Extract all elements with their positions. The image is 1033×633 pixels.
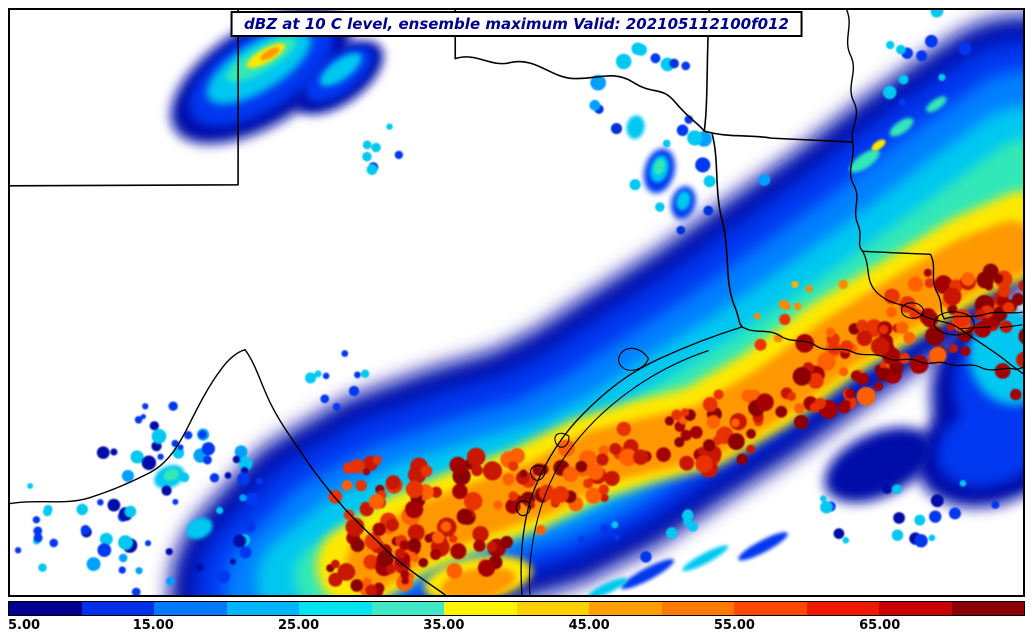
map-canvas: [10, 10, 1023, 595]
colorbar-tick-label: 55.00: [713, 618, 755, 633]
colorbar-tick-label: 15.00: [132, 618, 174, 633]
colorbar-segment: [806, 602, 879, 615]
colorbar-tick-label: 65.00: [859, 618, 901, 633]
colorbar-segment: [371, 602, 444, 615]
map-title-box: dBZ at 10 C level, ensemble maximum Vali…: [230, 11, 803, 37]
colorbar-segment: [81, 602, 154, 615]
colorbar-tick-label: 35.00: [423, 618, 465, 633]
colorbar-tick-label: 45.00: [568, 618, 610, 633]
colorbar-segment: [444, 602, 517, 615]
colorbar-segment: [661, 602, 734, 615]
colorbar-segment: [734, 602, 807, 615]
colorbar-segment: [589, 602, 662, 615]
colorbar-segment: [226, 602, 299, 615]
map-frame: dBZ at 10 C level, ensemble maximum Vali…: [8, 8, 1025, 597]
colorbar-segment: [516, 602, 589, 615]
colorbar-labels: 5.00 15.00 25.00 35.00 45.00 55.00 65.00: [8, 618, 1025, 633]
colorbar-tick-label: 25.00: [278, 618, 320, 633]
colorbar-segment: [9, 602, 82, 615]
colorbar: [8, 601, 1025, 616]
colorbar-segment: [154, 602, 227, 615]
colorbar-segment: [299, 602, 372, 615]
colorbar-tick-label: 5.00: [8, 618, 41, 633]
map-title: dBZ at 10 C level, ensemble maximum Vali…: [244, 15, 789, 33]
colorbar-segment: [879, 602, 952, 615]
colorbar-segment: [951, 602, 1024, 615]
